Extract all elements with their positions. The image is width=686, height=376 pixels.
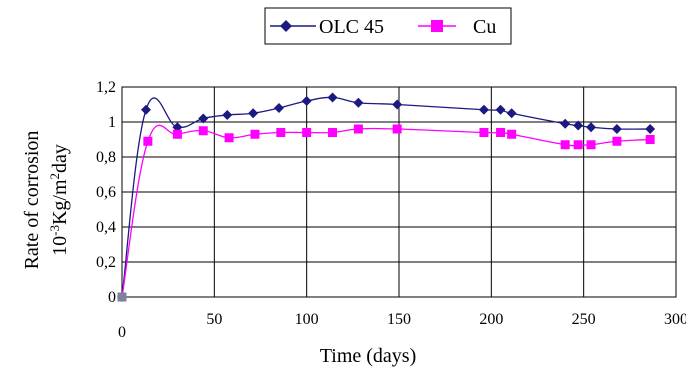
data-point-olc-45 bbox=[573, 120, 584, 131]
data-point-cu bbox=[250, 129, 260, 139]
data-point-cu bbox=[143, 136, 153, 146]
y-axis-title-line1: Rate of corrosion bbox=[21, 131, 43, 270]
data-point-cu bbox=[302, 128, 312, 137]
y-tick-label: 0,8 bbox=[96, 149, 116, 166]
x-tick-label: 100 bbox=[295, 311, 319, 328]
data-point-cu bbox=[645, 135, 655, 144]
origin-point bbox=[117, 292, 127, 302]
data-point-olc-45 bbox=[611, 124, 622, 134]
y-tick-labels: 0 0,2 0,4 0,6 0,8 1 1,2 bbox=[96, 79, 116, 306]
x-tick-label: 150 bbox=[387, 311, 411, 328]
legend: OLC 45 Cu bbox=[264, 7, 512, 45]
data-point-cu bbox=[507, 129, 517, 139]
y-tick-label: 0 bbox=[108, 289, 116, 306]
data-point-olc-45 bbox=[222, 110, 233, 120]
data-point-olc-45 bbox=[141, 104, 152, 115]
data-point-olc-45 bbox=[586, 122, 597, 133]
legend-cu-marker bbox=[431, 20, 443, 32]
data-point-olc-45 bbox=[495, 104, 506, 115]
y-axis-title-line2: 10-3Kg/m2day bbox=[47, 144, 72, 256]
y-tick-label: 1,2 bbox=[96, 79, 116, 96]
series-line-cu bbox=[121, 124, 651, 298]
plot-frame bbox=[121, 86, 677, 298]
data-point-olc-45 bbox=[327, 92, 338, 103]
data-point-cu bbox=[612, 136, 622, 146]
data-point-olc-45 bbox=[645, 124, 656, 134]
data-point-olc-45 bbox=[248, 108, 259, 119]
x-tick-labels: 0 50 100 150 200 250 300 bbox=[118, 311, 686, 341]
data-point-cu bbox=[224, 133, 234, 143]
data-point-olc-45 bbox=[478, 104, 489, 115]
data-point-cu bbox=[392, 124, 402, 134]
data-point-cu bbox=[573, 140, 583, 150]
data-point-cu bbox=[172, 129, 182, 139]
legend-olc45-label: OLC 45 bbox=[319, 16, 384, 38]
x-tick-label: 250 bbox=[572, 311, 596, 328]
data-point-olc-45 bbox=[392, 99, 403, 110]
data-point-olc-45 bbox=[560, 118, 571, 129]
data-point-cu bbox=[560, 140, 570, 150]
y-tick-label: 0,6 bbox=[96, 184, 116, 201]
legend-cu-label: Cu bbox=[473, 16, 496, 38]
data-point-olc-45 bbox=[273, 103, 284, 113]
x-tick-label: 300 bbox=[664, 311, 686, 328]
y-tick-label: 0,4 bbox=[96, 219, 116, 236]
x-tick-label: 0 bbox=[118, 324, 126, 341]
legend-olc45-marker bbox=[280, 20, 292, 32]
series-layer bbox=[117, 92, 656, 302]
x-tick-label: 50 bbox=[206, 311, 222, 328]
data-point-cu bbox=[276, 128, 286, 137]
data-point-cu bbox=[496, 128, 506, 137]
data-point-olc-45 bbox=[301, 96, 312, 106]
data-point-cu bbox=[479, 128, 489, 137]
data-point-cu bbox=[353, 124, 363, 134]
data-point-olc-45 bbox=[506, 108, 517, 119]
data-point-cu bbox=[328, 128, 338, 137]
data-point-olc-45 bbox=[198, 113, 209, 124]
data-point-cu bbox=[586, 140, 596, 150]
data-point-olc-45 bbox=[353, 97, 364, 108]
y-tick-label: 1 bbox=[108, 114, 116, 131]
x-tick-label: 200 bbox=[479, 311, 503, 328]
data-point-cu bbox=[198, 126, 208, 136]
x-axis-title: Time (days) bbox=[320, 345, 416, 367]
y-tick-label: 0,2 bbox=[96, 254, 116, 271]
